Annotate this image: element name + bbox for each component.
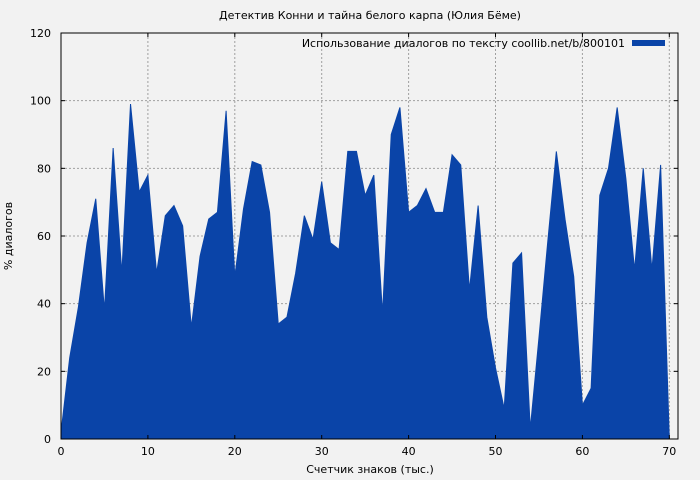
y-tick-label: 120 xyxy=(30,27,51,40)
y-tick-label: 80 xyxy=(37,162,51,175)
x-axis-label: Счетчик знаков (тыс.) xyxy=(306,463,434,476)
x-tick-label: 0 xyxy=(58,445,65,458)
x-tick-label: 10 xyxy=(141,445,155,458)
x-tick-label: 60 xyxy=(575,445,589,458)
chart-title: Детектив Конни и тайна белого карпа (Юли… xyxy=(219,9,521,22)
y-tick-label: 20 xyxy=(37,365,51,378)
y-tick-label: 100 xyxy=(30,95,51,108)
x-tick-label: 70 xyxy=(662,445,676,458)
y-axis: 0 20 40 60 80 100 120 xyxy=(30,27,678,446)
legend: Использование диалогов по тексту coollib… xyxy=(302,37,665,50)
y-tick-label: 40 xyxy=(37,298,51,311)
x-tick-label: 50 xyxy=(489,445,503,458)
legend-swatch xyxy=(632,40,665,46)
y-tick-label: 0 xyxy=(44,433,51,446)
data-area xyxy=(60,104,670,440)
x-axis: 0 10 20 30 40 50 60 70 xyxy=(58,33,676,458)
legend-label: Использование диалогов по тексту coollib… xyxy=(302,37,625,50)
x-tick-label: 30 xyxy=(315,445,329,458)
x-tick-label: 20 xyxy=(228,445,242,458)
y-axis-label: % диалогов xyxy=(2,202,15,270)
x-tick-label: 40 xyxy=(402,445,416,458)
y-tick-label: 60 xyxy=(37,230,51,243)
